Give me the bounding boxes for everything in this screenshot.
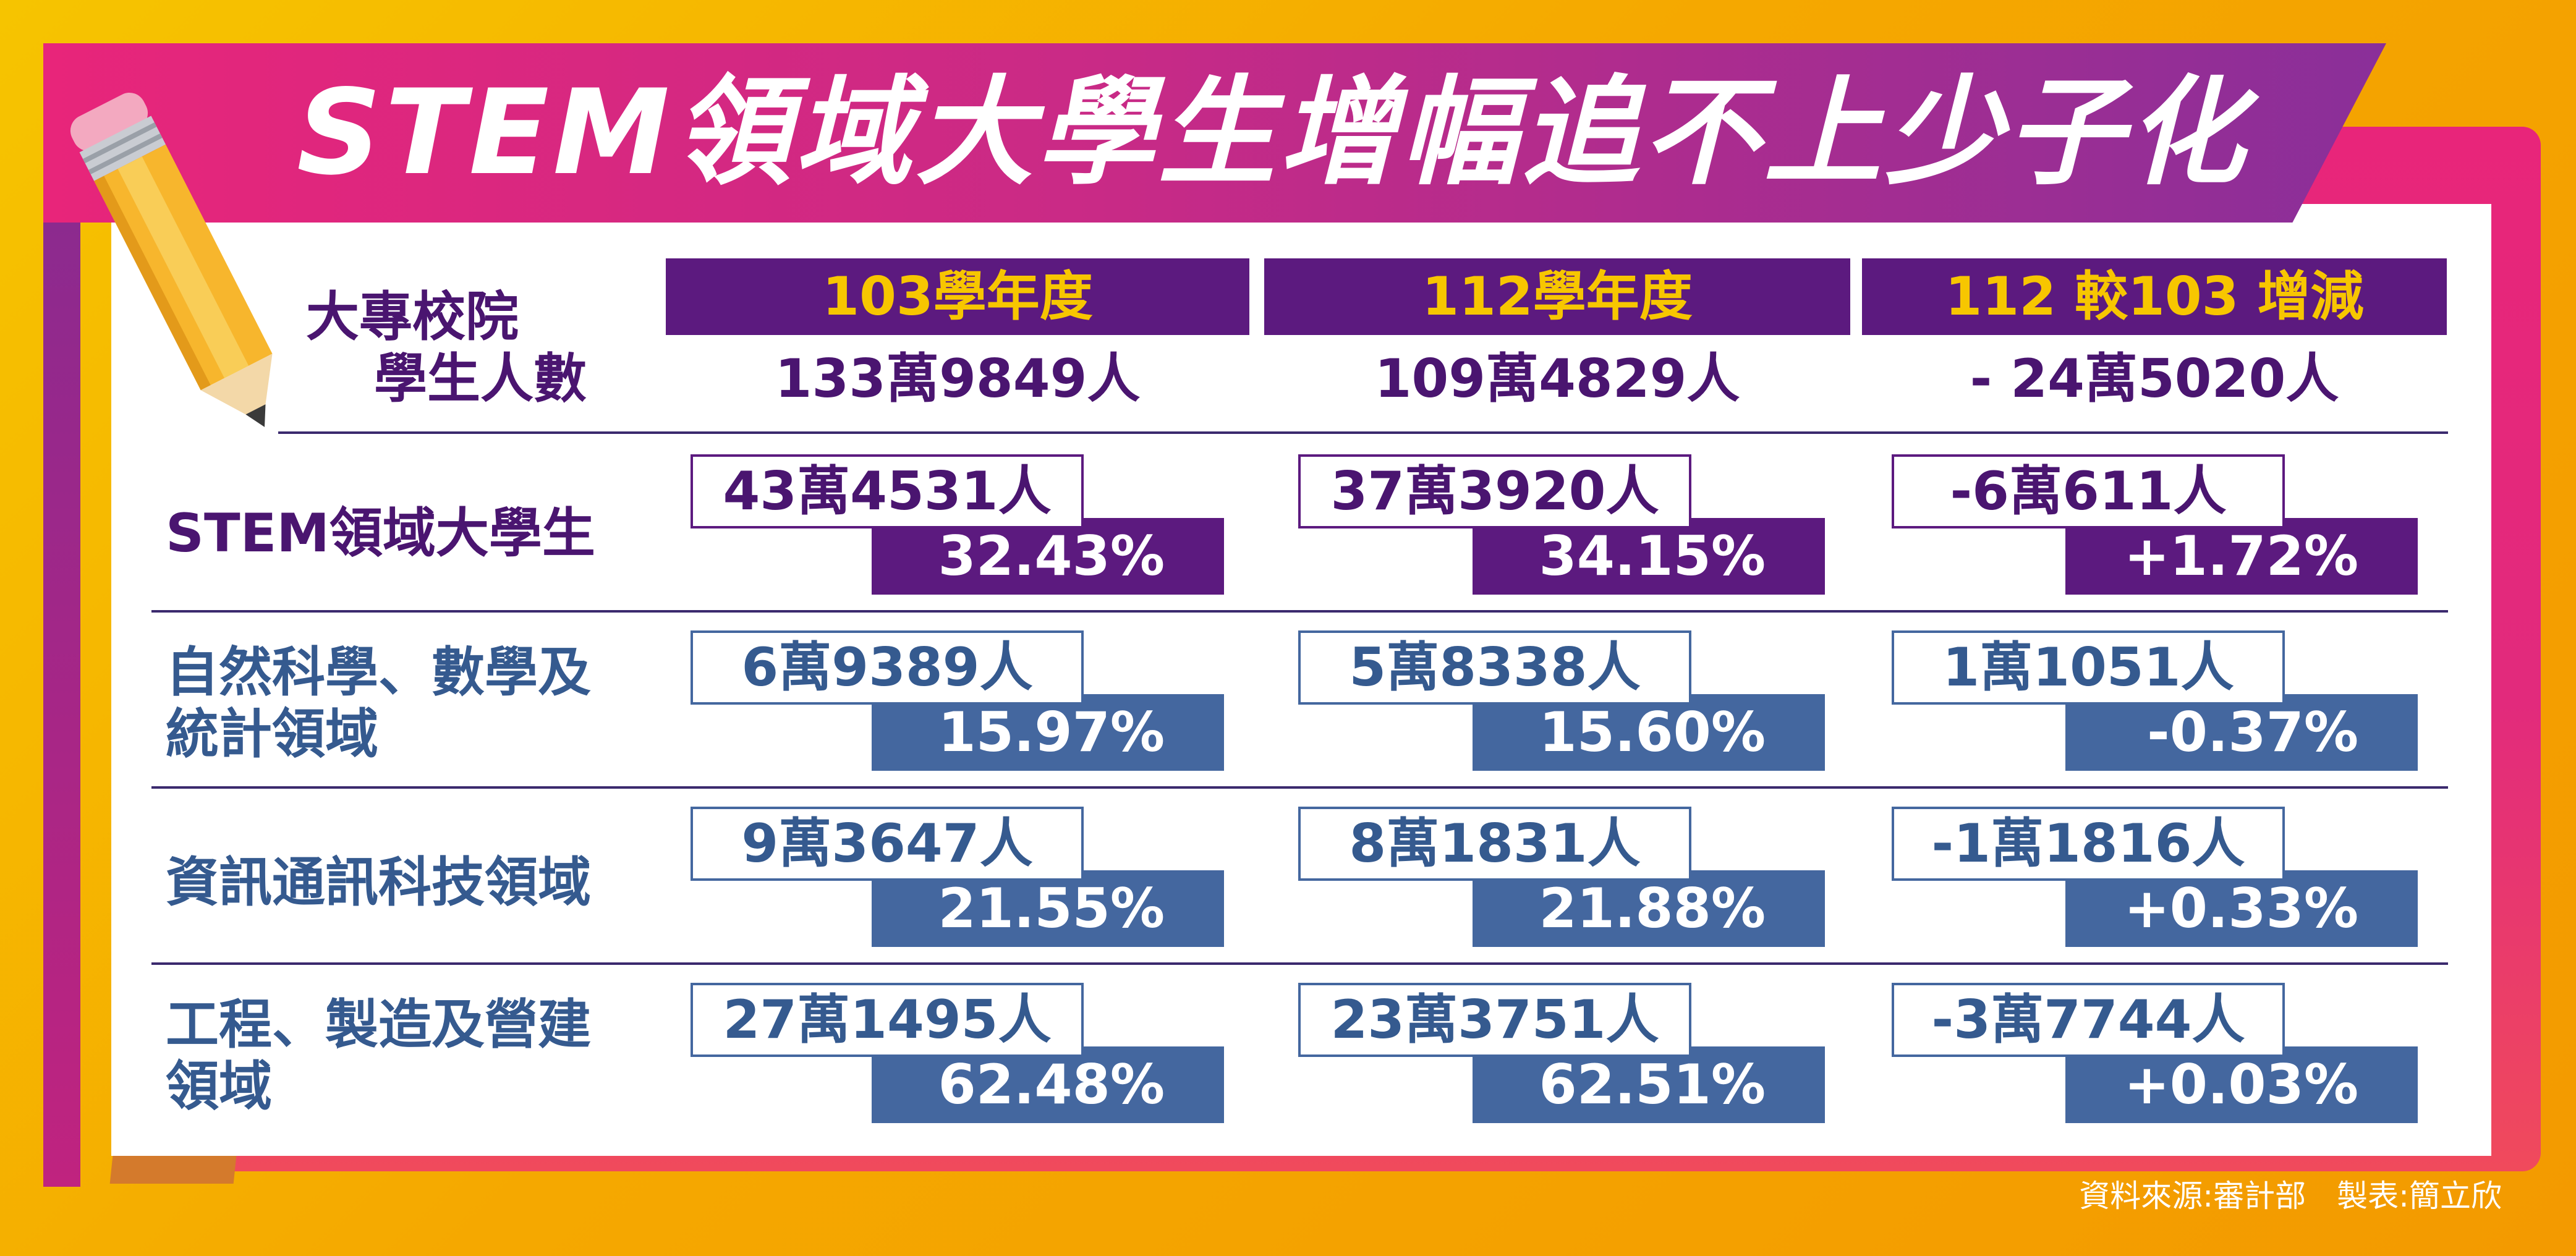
cell-percent: 62.48% [872, 1046, 1224, 1123]
column-header-112: 112學年度 [1264, 258, 1850, 335]
cell-count: -3萬7744人 [1892, 983, 2285, 1057]
row-label-science-line1: 自然科學、數學及 [166, 642, 591, 703]
column-header-change: 112 較103 增減 [1862, 258, 2447, 335]
cell-percent: 62.51% [1473, 1046, 1825, 1123]
cell-percent: +0.03% [2065, 1046, 2418, 1123]
header-divider [278, 431, 2448, 434]
row-label-engineering-line2: 領域 [166, 1056, 272, 1118]
header-label-line2: 學生人數 [374, 348, 587, 410]
cell-count: 37萬3920人 [1298, 454, 1691, 528]
cell-percent: +1.72% [2065, 518, 2418, 595]
cell-percent: 32.43% [872, 518, 1224, 595]
cell-count: 43萬4531人 [691, 454, 1084, 528]
header-label-line1: 大專校院 [306, 286, 519, 348]
pencil-icon [70, 92, 273, 427]
row-label-ict: 資訊通訊科技領域 [166, 852, 591, 914]
cell-percent: -0.37% [2065, 694, 2418, 771]
cell-count: 8萬1831人 [1298, 807, 1691, 881]
cell-percent: 15.97% [872, 694, 1224, 771]
left-accent-bar [43, 185, 80, 1187]
total-103: 133萬9849人 [775, 348, 1141, 410]
cell-count: 6萬9389人 [691, 630, 1084, 705]
cell-percent: 21.55% [872, 870, 1224, 947]
row-divider-1 [151, 610, 2448, 613]
total-112: 109萬4829人 [1374, 348, 1740, 410]
cell-count: 5萬8338人 [1298, 630, 1691, 705]
cell-count: 27萬1495人 [691, 983, 1084, 1057]
cell-count: 23萬3751人 [1298, 983, 1691, 1057]
row-label-science-line2: 統計領域 [166, 703, 378, 765]
row-divider-2 [151, 786, 2448, 789]
page-title: STEM領域大學生增幅追不上少子化 [297, 64, 2249, 201]
source-credit: 資料來源:審計部 製表:簡立欣 [2079, 1178, 2502, 1214]
row-label-engineering-line1: 工程、製造及營建 [166, 994, 591, 1056]
total-change: - 24萬5020人 [1970, 348, 2339, 410]
column-header-103: 103學年度 [666, 258, 1249, 335]
cell-percent: 34.15% [1473, 518, 1825, 595]
row-label-stem: STEM領域大學生 [166, 503, 595, 564]
cell-count: -1萬1816人 [1892, 807, 2285, 881]
row-divider-3 [151, 962, 2448, 965]
cell-count: 1萬1051人 [1892, 630, 2285, 705]
cell-percent: 21.88% [1473, 870, 1825, 947]
cell-count: 9萬3647人 [691, 807, 1084, 881]
title-banner [43, 43, 2386, 223]
cell-count: -6萬611人 [1892, 454, 2285, 528]
cell-percent: +0.33% [2065, 870, 2418, 947]
cell-percent: 15.60% [1473, 694, 1825, 771]
